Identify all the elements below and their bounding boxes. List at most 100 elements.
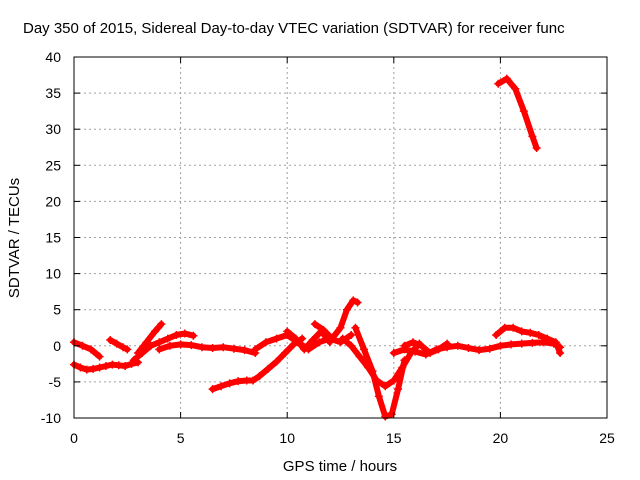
series-track-16 <box>494 74 541 152</box>
data-point <box>532 143 541 152</box>
data-point <box>509 323 518 332</box>
data-point <box>234 377 243 386</box>
data-point <box>121 362 130 371</box>
data-point <box>349 296 358 305</box>
data-point <box>129 356 138 365</box>
series-track-12 <box>351 323 409 421</box>
x-tick-label: 15 <box>386 430 402 446</box>
y-tick-label: 30 <box>45 121 61 137</box>
y-tick-label: 0 <box>53 338 61 354</box>
axis-ticks: 0 5 10 15 20 25 -10 -5 0 5 10 15 20 25 30 35 40 <box>41 49 615 446</box>
y-tick-label: 15 <box>45 230 61 246</box>
series-trace <box>352 324 408 420</box>
series-track-4 <box>129 329 198 365</box>
data-point <box>172 330 181 339</box>
data-point <box>240 346 249 355</box>
data-point <box>76 363 85 372</box>
data-point <box>187 341 196 350</box>
chart-title: Day 350 of 2015, Sidereal Day-to-day VTE… <box>23 20 565 37</box>
data-point <box>443 339 452 348</box>
y-tick-label: -10 <box>41 410 61 426</box>
data-point <box>106 336 115 345</box>
data-point <box>219 343 228 352</box>
y-tick-label: 10 <box>45 266 61 282</box>
data-point <box>283 327 292 336</box>
data-point <box>249 376 258 385</box>
data-point <box>417 341 426 350</box>
data-point <box>272 357 281 366</box>
series-track-5 <box>133 320 166 358</box>
data-point <box>400 356 409 365</box>
data-point <box>475 346 484 355</box>
data-point <box>189 331 198 340</box>
data-point <box>197 343 206 352</box>
data-point <box>264 364 273 373</box>
data-point <box>543 334 552 343</box>
data-point <box>534 330 543 339</box>
data-point <box>368 367 377 376</box>
data-point <box>507 340 516 349</box>
data-point <box>123 345 132 354</box>
data-point <box>308 336 317 345</box>
x-axis-label: GPS time / hours <box>283 458 397 475</box>
data-point <box>500 323 509 332</box>
series-track-1 <box>70 358 142 374</box>
data-point <box>374 392 383 401</box>
data-point <box>492 330 501 339</box>
data-point <box>101 362 110 371</box>
data-point <box>389 349 398 358</box>
data-point <box>310 320 319 329</box>
data-point <box>291 334 300 343</box>
data-point <box>528 338 537 347</box>
data-point <box>155 338 164 347</box>
data-point <box>347 341 356 350</box>
data-point <box>327 334 336 343</box>
data-point <box>87 345 96 354</box>
series-track-6 <box>155 340 260 358</box>
series-track-10 <box>310 296 362 343</box>
data-point <box>387 410 396 419</box>
data-point <box>89 364 98 373</box>
data-point <box>411 347 420 356</box>
data-point <box>95 363 104 372</box>
data-point <box>381 382 390 391</box>
data-point <box>359 345 368 354</box>
y-tick-label: 20 <box>45 193 61 209</box>
data-point <box>255 372 264 381</box>
y-axis-label: SDTVAR / TECUs <box>6 178 23 298</box>
data-point <box>300 345 309 354</box>
data-point <box>394 385 403 394</box>
y-tick-label: 35 <box>45 85 61 101</box>
x-tick-label: 25 <box>599 430 615 446</box>
y-tick-label: 5 <box>53 302 61 318</box>
data-point <box>315 338 324 347</box>
data-point <box>511 84 520 93</box>
data-point <box>400 341 409 350</box>
data-point <box>517 327 526 336</box>
series-trace <box>71 339 103 360</box>
data-point <box>208 343 217 352</box>
series-track-3 <box>106 336 132 354</box>
data-point <box>485 344 494 353</box>
data-point <box>261 338 270 347</box>
data-point <box>355 352 364 361</box>
data-point <box>336 323 345 332</box>
data-point <box>225 379 234 388</box>
data-point <box>502 74 511 83</box>
series-trace <box>156 341 259 356</box>
data-point <box>453 341 462 350</box>
data-point <box>272 334 281 343</box>
data-point <box>464 343 473 352</box>
x-tick-label: 5 <box>177 430 185 446</box>
data-point <box>142 338 151 347</box>
data-point <box>319 325 328 334</box>
data-point <box>146 341 155 350</box>
data-point <box>528 132 537 141</box>
data-point <box>208 385 217 394</box>
x-tick-label: 0 <box>70 430 78 446</box>
data-point <box>112 339 121 348</box>
data-point <box>434 345 443 354</box>
series-track-15 <box>492 323 565 358</box>
data-point <box>157 320 166 329</box>
data-point <box>338 334 347 343</box>
